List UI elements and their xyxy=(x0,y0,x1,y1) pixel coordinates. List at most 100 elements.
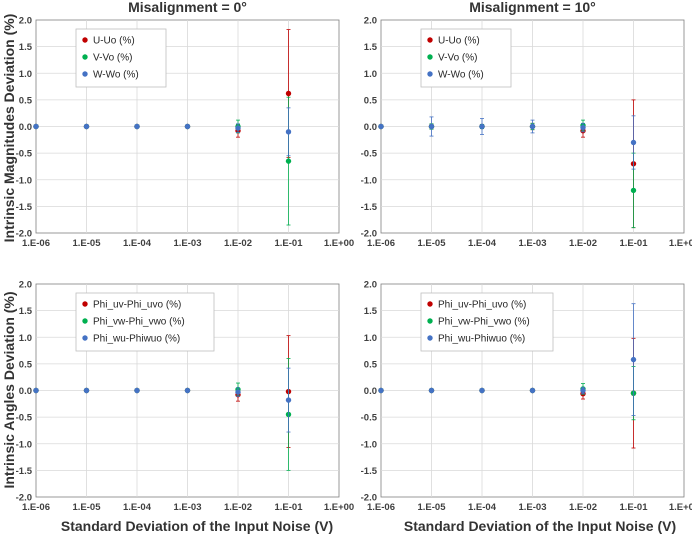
legend-label: U-Uo (%) xyxy=(93,36,135,47)
series-3 xyxy=(378,303,637,416)
legend-label: Phi_vw-Phi_vwo (%) xyxy=(93,317,185,328)
y-tick-label: 1.5 xyxy=(364,42,378,53)
legend-marker xyxy=(427,301,433,307)
legend-marker xyxy=(427,37,433,43)
legend-label: V-Vo (%) xyxy=(438,53,477,64)
data-point xyxy=(285,90,292,97)
x-tick-label: 1.E-04 xyxy=(123,502,152,513)
x-tick-label: 1.E-06 xyxy=(22,502,50,513)
data-point xyxy=(580,387,586,394)
legend-marker xyxy=(82,71,88,77)
legend-marker xyxy=(82,54,88,60)
x-tick-label: 1.E-05 xyxy=(418,238,447,249)
legend-label: W-Wo (%) xyxy=(93,70,139,81)
x-tick-label: 1.E+00 xyxy=(324,238,354,249)
chart-panel-3: 1.E-06 1.E-05 1.E-04 1.E-03 1.E-02 1.E-01 1.E+… xyxy=(16,280,355,514)
y-tick-label: -2.0 xyxy=(361,229,377,240)
data-point xyxy=(83,123,90,130)
y-tick-label: 2.0 xyxy=(364,280,377,291)
legend-marker xyxy=(427,71,433,77)
legend: U-Uo (%) V-Vo (%) W-Wo (%) xyxy=(420,28,512,88)
y-tick-label: -0.5 xyxy=(361,413,378,424)
chart-panel-4: 1.E-06 1.E-05 1.E-04 1.E-03 1.E-02 1.E-01 1.E+… xyxy=(361,280,692,514)
y-tick-label: 1.5 xyxy=(364,306,378,317)
y-tick-label: 0.5 xyxy=(19,359,33,370)
legend: Phi_uv-Phi_uvo (%) Phi_vw-Phi_vwo (%) Phi_… xyxy=(420,292,554,352)
x-tick-label: 1.E-02 xyxy=(569,502,597,513)
x-tick-label: 1.E-05 xyxy=(418,502,447,513)
x-tick-label: 1.E+00 xyxy=(669,238,692,249)
legend-label: Phi_wu-Phiwuo (%) xyxy=(93,334,180,345)
legend-label: Phi_uv-Phi_uvo (%) xyxy=(438,300,526,311)
y-tick-label: -1.0 xyxy=(361,175,377,186)
data-point xyxy=(134,123,140,130)
data-point xyxy=(529,387,536,394)
data-point xyxy=(184,123,191,130)
x-tick-label: 1.E-03 xyxy=(519,238,547,249)
y-tick-label: -0.5 xyxy=(16,149,33,160)
x-tick-label: 1.E-04 xyxy=(468,238,497,249)
y-axis-label-top: Intrinsic Magnitudes Deviation (%) xyxy=(1,14,17,243)
data-point xyxy=(83,387,90,394)
y-tick-label: -2.0 xyxy=(361,493,377,504)
x-axis-label-left: Standard Deviation of the Input Noise (V… xyxy=(61,518,333,534)
data-point xyxy=(479,123,485,130)
y-tick-label: -1.0 xyxy=(361,439,377,450)
x-tick-label: 1.E-03 xyxy=(174,502,202,513)
y-tick-label: -1.5 xyxy=(361,202,378,213)
data-point xyxy=(285,158,292,164)
data-point xyxy=(428,387,435,394)
legend-marker xyxy=(82,301,88,307)
data-point xyxy=(580,124,586,131)
data-point xyxy=(134,387,140,394)
legend-label: Phi_uv-Phi_uvo (%) xyxy=(93,300,181,311)
x-tick-label: 1.E-02 xyxy=(224,502,252,513)
legend: Phi_uv-Phi_uvo (%) Phi_vw-Phi_vwo (%) Phi_… xyxy=(75,292,215,352)
data-point xyxy=(285,397,292,403)
y-tick-label: 1.0 xyxy=(364,69,377,80)
legend-label: V-Vo (%) xyxy=(93,53,132,64)
chart-title: Misalignment = 0° xyxy=(128,0,247,15)
x-axis-label-right: Standard Deviation of the Input Noise (V… xyxy=(404,518,676,534)
legend-marker xyxy=(427,54,433,60)
y-tick-label: -1.5 xyxy=(16,202,33,213)
y-tick-label: 0.5 xyxy=(19,95,33,106)
data-point xyxy=(378,123,384,130)
series-3 xyxy=(33,367,292,433)
y-tick-label: 1.5 xyxy=(19,42,33,53)
x-tick-label: 1.E-01 xyxy=(275,238,304,249)
charts-layer: Misalignment = 0°1.E-06 1.E-05 1.E-04 1.E-0… xyxy=(16,0,692,513)
data-point xyxy=(184,387,191,394)
y-tick-label: 2.0 xyxy=(19,16,32,27)
legend-label: W-Wo (%) xyxy=(438,70,484,81)
x-tick-label: 1.E-06 xyxy=(367,502,395,513)
y-tick-label: -1.0 xyxy=(16,175,32,186)
data-point xyxy=(630,356,637,363)
y-tick-label: -0.5 xyxy=(361,149,378,160)
chart-title: Misalignment = 10° xyxy=(469,0,596,15)
legend-marker xyxy=(82,37,88,43)
x-tick-label: 1.E-06 xyxy=(367,238,395,249)
data-point xyxy=(428,123,435,130)
y-tick-label: 0.0 xyxy=(364,386,377,397)
x-tick-label: 1.E+00 xyxy=(669,502,692,513)
data-point xyxy=(630,187,637,194)
legend-box xyxy=(75,292,215,352)
data-point xyxy=(33,123,39,130)
y-tick-label: 2.0 xyxy=(19,280,32,291)
data-point xyxy=(33,387,39,394)
legend-label: Phi_vw-Phi_vwo (%) xyxy=(438,317,530,328)
x-tick-label: 1.E-01 xyxy=(275,502,304,513)
legend-marker xyxy=(82,318,88,324)
legend-marker xyxy=(427,318,433,324)
legend-marker xyxy=(427,335,433,341)
y-tick-label: 1.0 xyxy=(364,333,377,344)
y-axis-label-bottom: Intrinsic Angles Deviation (%) xyxy=(1,291,17,488)
x-tick-label: 1.E+00 xyxy=(324,502,354,513)
data-point xyxy=(378,387,384,394)
legend-box xyxy=(75,28,167,88)
x-tick-label: 1.E-05 xyxy=(73,502,102,513)
y-tick-label: -1.5 xyxy=(361,466,378,477)
chart-panel-1: Misalignment = 0° 1.E-06 1.E-05 1.E-04 1.E-0… xyxy=(16,0,355,249)
